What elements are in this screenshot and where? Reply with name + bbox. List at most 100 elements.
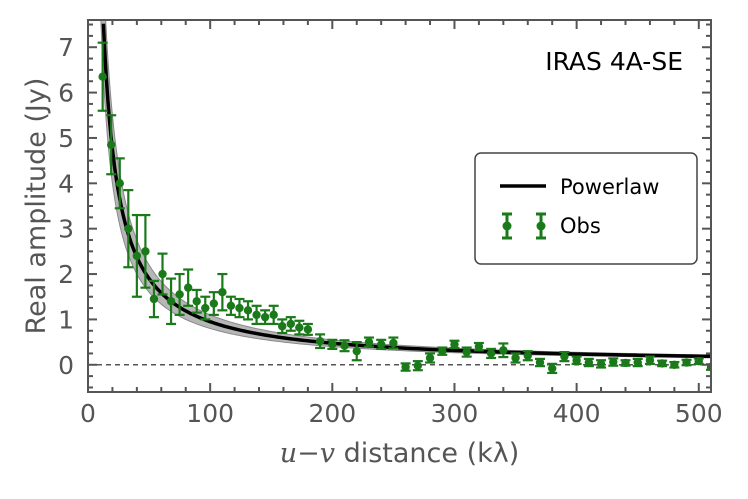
obs-marker	[107, 140, 116, 149]
obs-marker	[209, 299, 219, 308]
obs-marker	[132, 251, 142, 261]
obs-point	[363, 336, 374, 348]
obs-marker	[364, 337, 374, 347]
y-tick-label: 7	[58, 33, 74, 62]
obs-marker	[535, 358, 545, 367]
x-axis-label-italic: u−v	[280, 438, 335, 469]
y-tick-label: 2	[58, 260, 74, 289]
obs-marker	[278, 322, 287, 331]
obs-marker	[352, 346, 361, 356]
obs-point	[277, 318, 288, 335]
obs-point	[131, 213, 142, 298]
obs-marker	[670, 360, 679, 369]
obs-point	[583, 357, 594, 368]
obs-point	[473, 341, 484, 352]
obs-point	[157, 252, 168, 296]
legend-obs-label: Obs	[560, 214, 601, 238]
obs-marker	[201, 303, 210, 313]
obs-point	[608, 357, 619, 367]
legend-obs-swatch	[502, 212, 546, 240]
obs-point	[449, 339, 460, 350]
obs-point	[571, 355, 582, 365]
obs-point	[388, 336, 399, 350]
obs-point	[174, 272, 185, 316]
obs-point	[657, 359, 668, 368]
obs-point	[596, 359, 607, 369]
obs-point	[400, 362, 411, 372]
obs-marker	[115, 179, 124, 188]
obs-marker	[315, 336, 325, 346]
x-tick-label: 300	[431, 399, 479, 428]
y-tick-label: 6	[58, 79, 74, 108]
obs-point	[234, 297, 245, 319]
obs-marker	[657, 359, 667, 368]
obs-marker	[682, 358, 691, 367]
x-tick-label: 0	[80, 399, 96, 428]
obs-marker	[124, 224, 133, 233]
y-tick-label: 3	[58, 215, 74, 244]
obs-marker	[235, 303, 244, 313]
obs-point	[97, 41, 108, 112]
obs-point	[632, 357, 643, 368]
obs-point	[200, 295, 211, 321]
obs-point	[486, 347, 497, 360]
obs-point	[339, 339, 350, 353]
obs-point	[327, 338, 338, 351]
y-tick-label: 5	[58, 124, 74, 153]
obs-point	[681, 358, 692, 367]
obs-point	[260, 309, 271, 326]
obs-point	[106, 114, 117, 176]
obs-marker	[158, 269, 167, 279]
obs-point	[191, 288, 202, 314]
obs-point	[547, 362, 558, 375]
obs-marker	[413, 361, 423, 370]
y-tick-label: 4	[58, 169, 74, 198]
x-axis-label: u−v distance (kλ)	[280, 438, 520, 469]
obs-marker	[175, 290, 184, 299]
obs-marker	[340, 341, 349, 350]
obs-point	[294, 319, 305, 336]
obs-point	[114, 157, 125, 210]
obs-marker	[450, 340, 459, 349]
obs-point	[166, 277, 177, 326]
obs-point	[510, 352, 521, 364]
obs-point	[376, 338, 387, 351]
obs-marker	[511, 353, 520, 363]
obs-marker	[645, 356, 655, 365]
legend-box	[474, 152, 698, 265]
obs-marker	[286, 319, 295, 329]
obs-marker	[226, 301, 236, 311]
obs-marker	[438, 346, 447, 356]
obs-marker	[560, 352, 569, 361]
obs-point	[302, 322, 313, 336]
obs-marker	[269, 310, 278, 320]
obs-point	[693, 356, 704, 366]
ticks-layer: 0 100 200 300 400 500 0 1 2 3 4 5 6 7	[58, 20, 723, 428]
obs-point	[498, 342, 509, 359]
obs-marker	[584, 358, 594, 367]
legend-powerlaw-label: Powerlaw	[560, 175, 659, 199]
obs-marker	[141, 247, 150, 256]
y-tick-label: 1	[58, 305, 74, 334]
obs-point	[268, 304, 279, 326]
obs-point	[461, 346, 472, 358]
obs-point	[412, 360, 423, 372]
obs-marker	[389, 338, 398, 348]
obs-point	[669, 360, 680, 369]
obs-point	[644, 355, 655, 365]
obs-marker	[474, 342, 484, 351]
x-axis-label-rest: distance (kλ)	[335, 438, 519, 469]
y-tick-label: 0	[58, 351, 74, 380]
obs-marker	[694, 356, 703, 366]
obs-marker	[260, 312, 270, 322]
obs-point	[285, 316, 296, 332]
obs-marker	[149, 294, 159, 304]
obs-point	[620, 358, 631, 368]
x-tick-label: 500	[675, 399, 723, 428]
obs-point	[243, 300, 254, 321]
obs-point	[534, 357, 545, 368]
obs-point	[437, 346, 448, 356]
obs-marker	[183, 283, 193, 292]
obs-marker	[328, 340, 337, 349]
